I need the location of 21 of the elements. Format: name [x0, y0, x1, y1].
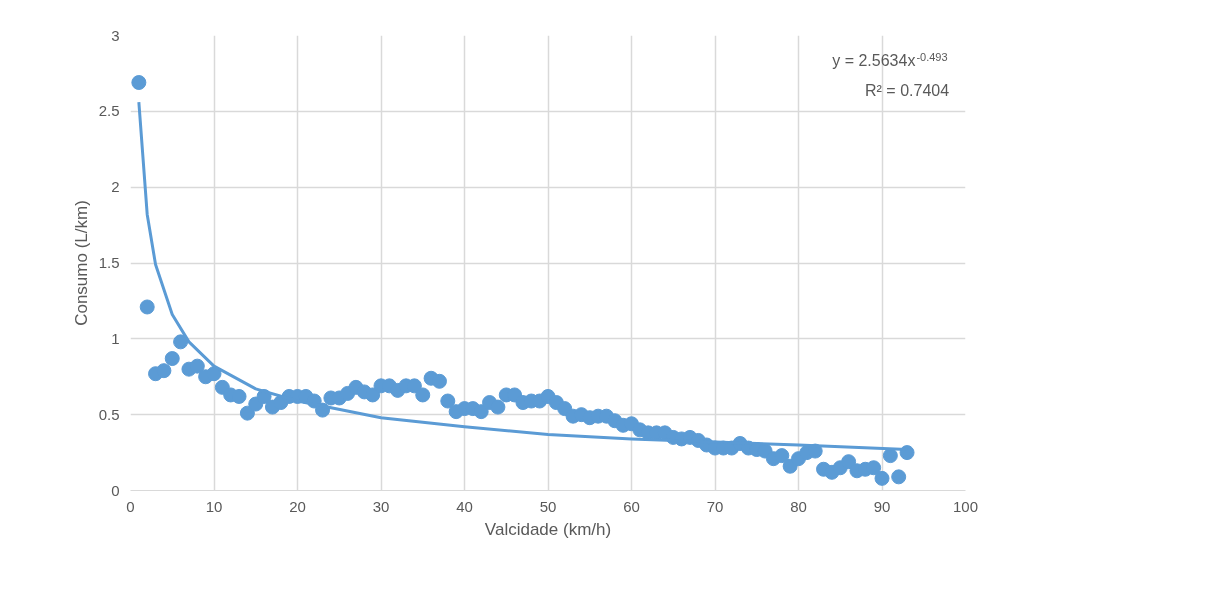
x-axis-title: Valcidade (km/h) — [484, 519, 612, 539]
y-axis-title: Consumo (L/km) — [71, 200, 91, 326]
y-tick-label: 0.5 — [98, 405, 120, 423]
y-tick-label: 2.5 — [98, 102, 120, 120]
x-tick-label: 40 — [456, 497, 473, 515]
x-tick-label: 80 — [790, 497, 807, 515]
x-tick-label: 100 — [952, 497, 979, 515]
x-tick-label: 70 — [706, 497, 724, 515]
y-tick-label: 1 — [111, 329, 120, 347]
y-tick-label: 0 — [111, 481, 120, 499]
annotation: R² = 0.7404 — [865, 82, 950, 100]
x-tick-label: 10 — [205, 497, 223, 515]
x-tick-label: 50 — [539, 497, 557, 515]
y-tick-label: 2 — [111, 178, 120, 196]
x-tick-label: 20 — [289, 497, 306, 515]
y-tick-label: 1.5 — [98, 254, 120, 271]
x-tick-label: 0 — [126, 497, 135, 515]
x-tick-label: 30 — [372, 497, 390, 515]
x-tick-label: 60 — [623, 497, 640, 515]
y-tick-label: 3 — [111, 26, 120, 44]
x-tick-label: 90 — [873, 497, 891, 515]
